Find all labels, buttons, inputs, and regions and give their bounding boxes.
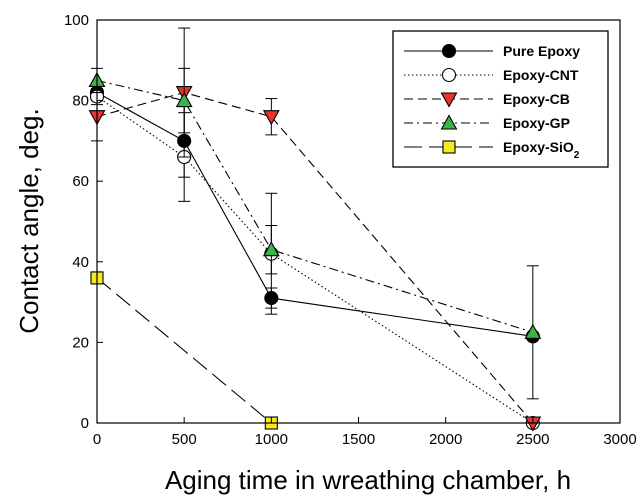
data-point (175, 91, 193, 108)
ticks-layer: 0 500 1000 1500 2000 2500 3000 0 20 40 60 80 100 (64, 12, 637, 448)
legend-box (392, 30, 609, 168)
legend-marker (441, 43, 457, 59)
legend-marker (442, 140, 456, 154)
x-tick-label: 1500 (342, 431, 375, 448)
y-tick-label: 0 (81, 415, 89, 432)
legend-item: Epoxy-GP (404, 114, 570, 131)
legend-label: Epoxy-CNT (503, 67, 579, 83)
series-line (96, 96, 534, 424)
legend-label: Pure Epoxy (503, 43, 580, 59)
legend-item: Pure Epoxy (404, 43, 580, 59)
series-5 (90, 271, 278, 430)
legend-label: Epoxy-GP (503, 115, 570, 131)
legend-label: Epoxy-CB (503, 91, 570, 107)
data-point (524, 323, 542, 339)
x-tick-label: 2000 (429, 431, 462, 448)
legend: Pure EpoxyEpoxy-CNTEpoxy-CBEpoxy-GPEpoxy… (392, 30, 609, 168)
x-axis-title: Aging time in wreathing chamber, h (165, 465, 571, 495)
x-tick-label: 2500 (516, 431, 549, 448)
x-tick-label: 3000 (603, 431, 636, 448)
y-tick-label: 100 (64, 12, 89, 29)
legend-marker (441, 67, 457, 83)
data-point (262, 110, 280, 126)
legend-item: Epoxy-CB (404, 91, 570, 108)
series-line (96, 91, 534, 424)
legend-subscript: 2 (574, 150, 580, 161)
x-tick-label: 0 (93, 431, 101, 448)
y-axis-title: Contact angle, deg. (14, 108, 44, 334)
legend-item: Epoxy-CNT (404, 67, 579, 83)
x-tick-label: 500 (172, 431, 197, 448)
series-line (96, 92, 533, 337)
y-tick-label: 20 (72, 334, 89, 351)
y-tick-label: 60 (72, 173, 89, 190)
legend-marker (440, 92, 458, 108)
y-tick-label: 40 (72, 254, 89, 271)
series-line (96, 277, 272, 424)
x-tick-label: 1000 (255, 431, 288, 448)
data-point (262, 241, 280, 257)
y-tick-label: 80 (72, 93, 89, 110)
legend-marker (440, 114, 458, 130)
series-line (96, 79, 533, 333)
